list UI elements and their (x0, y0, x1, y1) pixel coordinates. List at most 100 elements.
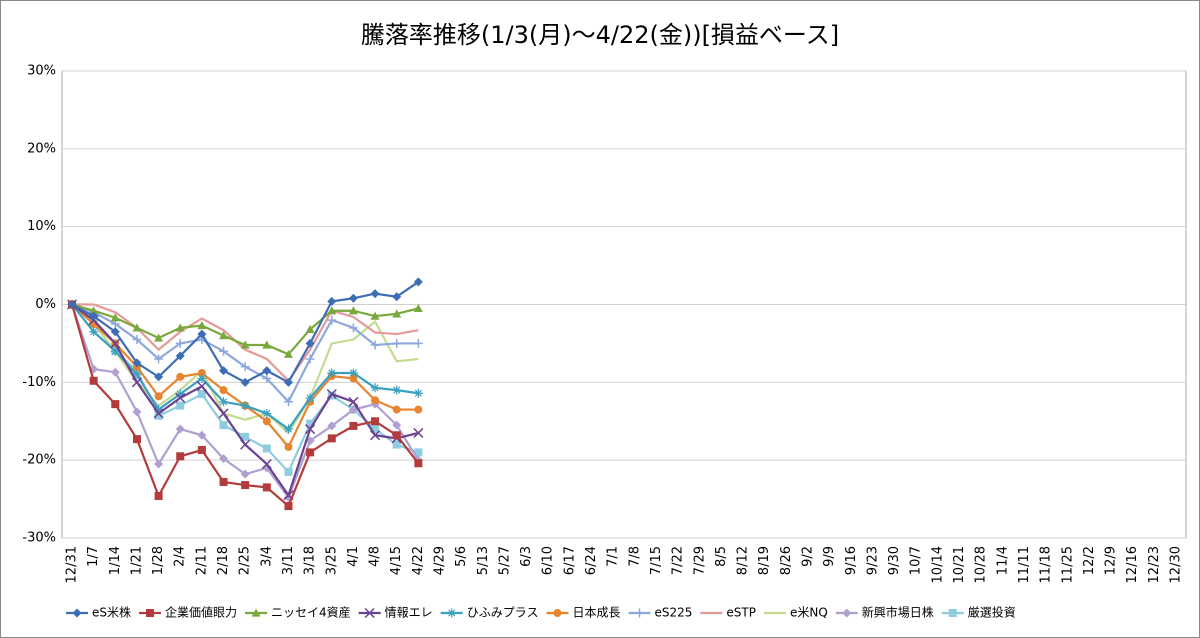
x-tick-label: 6/3 (519, 546, 534, 567)
x-tick-label: 12/31 (65, 546, 80, 583)
marker (413, 277, 423, 287)
x-tick-label: 6/17 (562, 546, 577, 575)
marker (414, 405, 423, 414)
x-tick-label: 7/1 (606, 546, 621, 567)
legend-item: 新興市場日株 (835, 605, 934, 620)
marker (111, 400, 120, 409)
marker (348, 323, 358, 333)
marker (110, 327, 120, 337)
marker (72, 608, 82, 618)
y-tick-label: 20% (27, 141, 56, 156)
marker (284, 442, 293, 451)
x-tick-label: 3/25 (324, 546, 339, 575)
legend-label: 企業価値眼力 (165, 605, 237, 620)
y-tick-label: 0% (35, 297, 56, 312)
x-tick-label: 9/9 (822, 546, 837, 567)
x-tick-label: 11/18 (1039, 546, 1054, 583)
y-tick-label: -30% (22, 531, 56, 546)
marker (219, 386, 228, 395)
marker (349, 374, 358, 383)
marker (371, 396, 380, 405)
marker (67, 300, 77, 309)
marker (196, 381, 207, 392)
marker (413, 338, 423, 348)
legend-item: 厳選投資 (941, 605, 1016, 620)
y-tick-label: 30% (27, 64, 56, 79)
marker (219, 346, 229, 356)
marker (371, 417, 380, 426)
marker (392, 405, 401, 414)
marker (348, 368, 358, 378)
marker (146, 609, 155, 617)
marker (219, 477, 228, 486)
marker (392, 440, 401, 449)
marker (110, 338, 121, 349)
marker (327, 421, 337, 431)
marker (132, 335, 142, 345)
marker (349, 421, 358, 430)
x-tick-label: 12/23 (1147, 546, 1162, 583)
marker (348, 293, 358, 303)
marker (132, 323, 142, 332)
x-tick-label: 8/19 (757, 546, 772, 575)
legend-label: 厳選投資 (968, 605, 1016, 620)
x-tick-label: 8/26 (779, 546, 794, 575)
marker (176, 452, 185, 461)
marker (327, 434, 336, 443)
marker (262, 408, 272, 418)
marker (414, 448, 423, 457)
series-line (72, 303, 419, 383)
marker (240, 340, 250, 349)
marker (132, 358, 142, 368)
legend-label: eS米株 (92, 605, 131, 620)
marker (842, 608, 852, 618)
legend-item: ニッセイ4資産 (245, 605, 351, 620)
x-tick-label: 5/13 (476, 546, 491, 575)
chart-title: 騰落率推移(1/3(月)～4/22(金))[損益ベース] (361, 21, 839, 49)
marker (370, 430, 381, 441)
x-tick-label: 5/27 (497, 546, 512, 575)
marker (218, 408, 229, 419)
legend-label: ひふみプラス (467, 606, 539, 620)
marker (175, 351, 185, 361)
marker (197, 368, 206, 377)
marker (305, 424, 316, 435)
marker (413, 388, 423, 398)
x-tick-label: 2/18 (216, 546, 231, 575)
marker (241, 481, 250, 490)
x-tick-label: 3/18 (303, 546, 318, 575)
marker (306, 448, 315, 457)
marker (175, 323, 185, 332)
marker (348, 306, 358, 315)
marker (197, 390, 206, 399)
x-tick-label: 4/29 (433, 546, 448, 575)
marker (305, 338, 315, 348)
marker (154, 333, 164, 342)
marker (154, 405, 164, 415)
x-tick-label: 2/25 (238, 546, 253, 575)
marker (154, 491, 163, 500)
marker (262, 373, 272, 383)
marker (110, 346, 120, 356)
marker (371, 425, 380, 434)
marker (110, 367, 120, 377)
legend-item: eSTP (700, 606, 756, 620)
marker (132, 435, 141, 444)
x-tick-label: 1/21 (129, 546, 144, 575)
marker (327, 306, 337, 315)
marker (262, 366, 272, 376)
marker (392, 385, 402, 395)
marker (305, 324, 315, 334)
marker (219, 331, 229, 340)
legend-label: eSTP (726, 606, 756, 620)
x-tick-label: 4/8 (368, 546, 383, 567)
marker (414, 459, 423, 468)
marker (219, 366, 229, 376)
marker (219, 421, 228, 430)
marker (175, 424, 185, 434)
x-tick-label: 5/6 (454, 546, 469, 567)
marker (132, 370, 142, 380)
x-tick-label: 7/22 (671, 546, 686, 575)
x-tick-label: 10/7 (909, 546, 924, 575)
